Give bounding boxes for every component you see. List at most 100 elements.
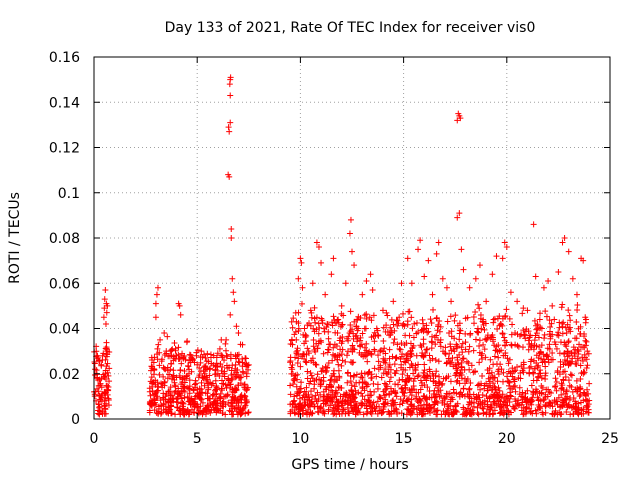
data-point [415, 361, 422, 368]
data-point [167, 366, 174, 373]
data-point [520, 369, 527, 376]
data-point [212, 386, 219, 393]
data-point [542, 308, 549, 315]
data-point [432, 393, 439, 400]
data-point [359, 330, 366, 337]
data-point [413, 320, 420, 327]
data-point [586, 380, 593, 387]
x-tick-label: 10 [291, 431, 309, 447]
data-point [294, 360, 301, 367]
data-point [551, 384, 558, 391]
data-point [548, 320, 555, 327]
data-point [452, 403, 459, 410]
data-point [336, 373, 343, 380]
data-point [314, 389, 321, 396]
data-point [433, 368, 440, 375]
data-point [535, 373, 542, 380]
data-point [389, 353, 396, 360]
data-point [472, 336, 479, 343]
data-point [314, 371, 321, 378]
data-point [539, 384, 546, 391]
data-point [480, 341, 487, 348]
data-point [394, 322, 401, 329]
data-point [381, 380, 388, 387]
data-point [304, 375, 311, 382]
data-point [165, 388, 172, 395]
data-point [334, 356, 341, 363]
data-point [404, 398, 411, 405]
data-point [349, 391, 356, 398]
data-point [366, 314, 373, 321]
data-point [325, 406, 332, 413]
data-point [521, 331, 528, 338]
data-point [466, 385, 473, 392]
data-point [584, 386, 591, 393]
data-point [526, 364, 533, 371]
data-points [91, 74, 593, 418]
data-point [576, 341, 583, 348]
data-point [481, 346, 488, 353]
data-point [292, 328, 299, 335]
data-point [495, 371, 502, 378]
data-point [295, 351, 302, 358]
data-point [171, 340, 178, 347]
data-point [355, 325, 362, 332]
data-point [237, 410, 244, 417]
data-point [538, 325, 545, 332]
data-point [207, 365, 214, 372]
data-point [291, 393, 298, 400]
data-point [349, 359, 356, 366]
data-point [211, 387, 218, 394]
data-point [103, 309, 110, 316]
data-point [490, 319, 497, 326]
data-point [463, 358, 470, 365]
data-point [338, 384, 345, 391]
data-point [361, 312, 368, 319]
data-point [104, 386, 111, 393]
data-point [520, 327, 527, 334]
data-point [106, 378, 113, 385]
data-point [492, 394, 499, 401]
data-point [415, 372, 422, 379]
data-point [370, 380, 377, 387]
data-point [205, 384, 212, 391]
data-point [402, 359, 409, 366]
data-point [307, 369, 314, 376]
data-point [390, 339, 397, 346]
data-point [423, 377, 430, 384]
data-point [96, 404, 103, 411]
data-point [574, 346, 581, 353]
data-point [160, 373, 167, 380]
data-point [190, 402, 197, 409]
data-point [455, 361, 462, 368]
data-point [100, 314, 107, 321]
data-point [475, 381, 482, 388]
data-point [512, 382, 519, 389]
data-point [574, 301, 581, 308]
data-point [497, 404, 504, 411]
data-point [577, 362, 584, 369]
data-point [204, 390, 211, 397]
data-point [199, 399, 206, 406]
data-point [232, 374, 239, 381]
data-point [478, 352, 485, 359]
data-point [364, 371, 371, 378]
data-point [522, 335, 529, 342]
data-point [228, 372, 235, 379]
data-point [454, 377, 461, 384]
data-point [321, 328, 328, 335]
data-point [426, 368, 433, 375]
data-point [104, 302, 111, 309]
data-point [221, 357, 228, 364]
data-point [559, 320, 566, 327]
data-point [562, 390, 569, 397]
data-point [511, 405, 517, 412]
data-point [349, 342, 356, 349]
data-point [417, 386, 424, 393]
data-point [168, 360, 175, 367]
data-point [91, 393, 98, 400]
data-point [168, 347, 175, 354]
data-point [219, 364, 226, 371]
data-point [584, 362, 591, 369]
data-point [227, 311, 234, 318]
